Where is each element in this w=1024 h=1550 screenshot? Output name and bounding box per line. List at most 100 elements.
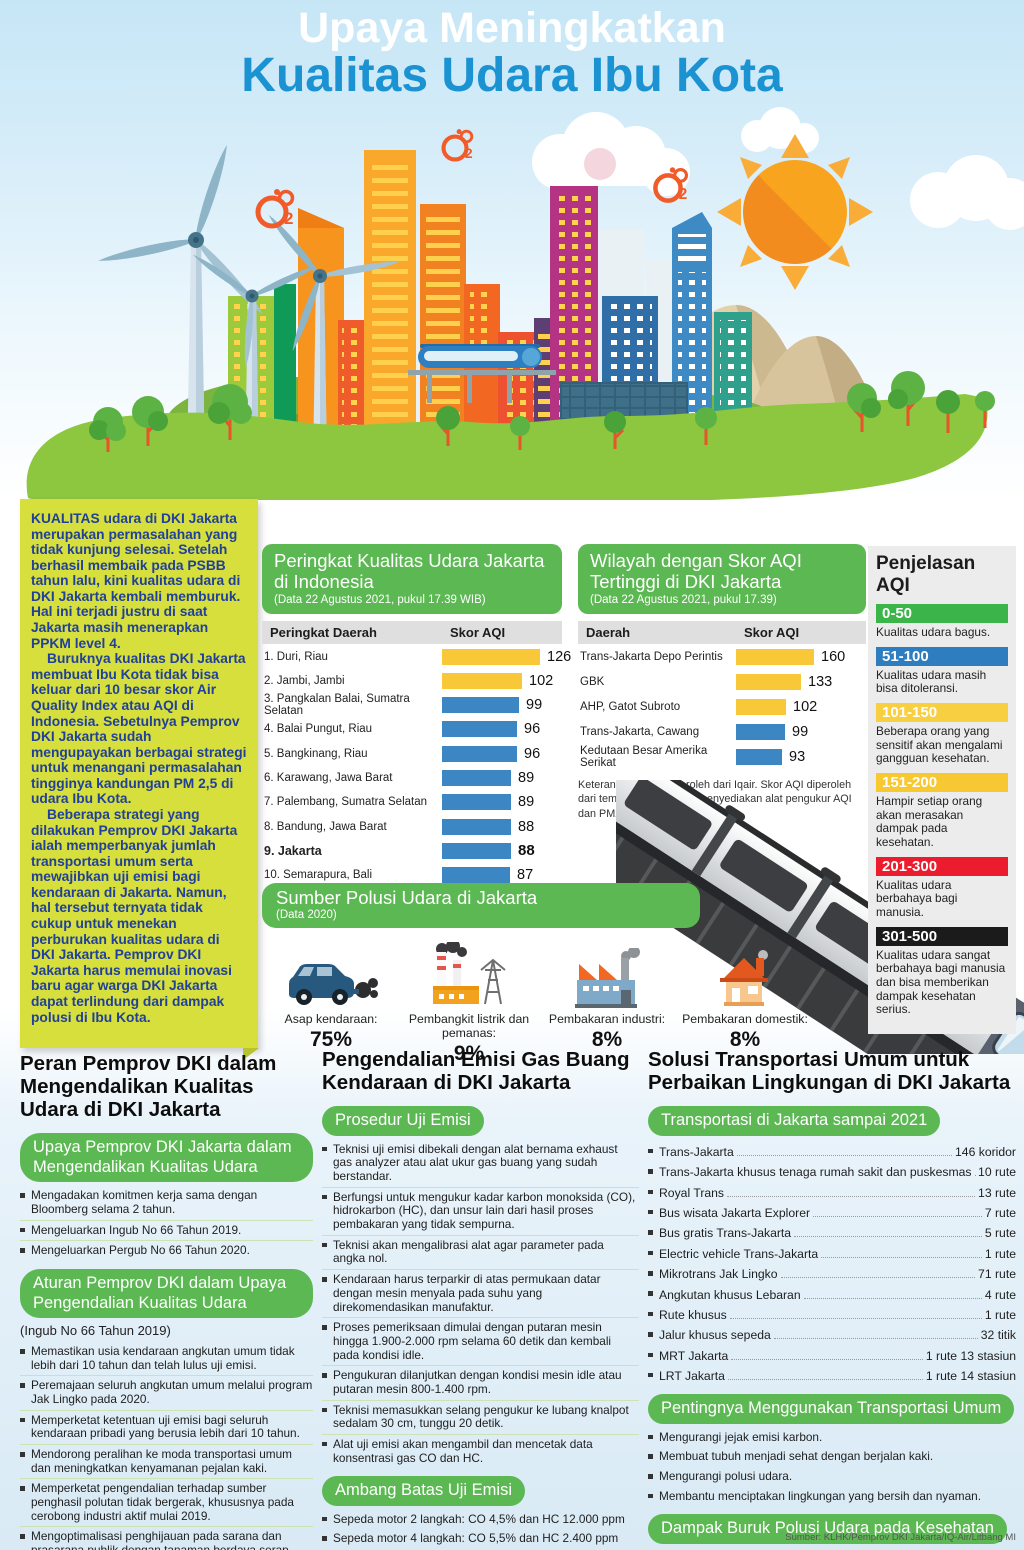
chart-subtitle: (Data 22 Agustus 2021, pukul 17.39)	[590, 594, 777, 607]
chart-subtitle: (Data 22 Agustus 2021, pukul 17.39 WIB)	[274, 594, 486, 607]
chart-row: 3. Pangkalan Balai, Sumatra Selatan 99	[264, 693, 543, 718]
aqi-bar	[442, 697, 519, 714]
dotted-leader	[821, 1256, 982, 1258]
intro-paragraph: Beberapa strategi yang dilakukan Pemprov…	[31, 806, 238, 1025]
section-title: Ambang Batas Uji Emisi	[322, 1476, 525, 1506]
chart-row: 1. Duri, Riau 126	[264, 648, 572, 665]
chart-row: 5. Bangkinang, Riau 96	[264, 745, 541, 762]
sun-icon	[717, 134, 873, 290]
factory-icon	[575, 948, 640, 1008]
dotted-leader	[803, 1297, 982, 1299]
aqi-bar	[442, 770, 511, 787]
power-plant-icon	[433, 942, 506, 1005]
section-subtitle: (Ingub No 66 Tahun 2019)	[20, 1323, 171, 1339]
chart-row: 10. Semarapura, Bali 87	[264, 867, 534, 884]
column-score: Skor AQI	[744, 625, 800, 641]
ground	[26, 394, 988, 500]
list-item: Memperketat ketentuan uji emisi bagi sel…	[20, 1411, 313, 1446]
aqi-bar	[442, 721, 517, 738]
chart-title: Peringkat Kualitas Udara Jakarta di Indo…	[274, 550, 545, 592]
dotted-leader	[780, 1277, 976, 1279]
o2-icon: 2	[653, 167, 689, 203]
chart-row: 4. Balai Pungut, Riau 96	[264, 721, 541, 738]
legend-desc: Kualitas udara masih bisa ditoleransi.	[876, 667, 987, 696]
pollution-item-domestic: Pembakaran domestik: 8%	[676, 936, 814, 1066]
bullet-list: Sepeda motor 2 langkah: CO 4,5% dan HC 1…	[322, 1510, 639, 1550]
legend-range: 0-50	[876, 604, 1008, 623]
list-item: Mengurangi polusi udara.	[648, 1467, 1016, 1487]
dotted-leader	[773, 1338, 978, 1340]
list-item: Proses pemeriksaan dimulai dengan putara…	[322, 1318, 639, 1367]
pollution-subtitle: (Data 2020)	[276, 909, 337, 921]
aqi-bar	[736, 648, 814, 665]
bullet-list: Mengadakan komitmen kerja sama dengan Bl…	[20, 1186, 313, 1261]
aqi-bar	[736, 723, 785, 740]
dotted-leader	[974, 1175, 976, 1177]
transport-row: LRT Jakarta 1 rute 14 stasiun	[648, 1366, 1016, 1386]
chart-aqi-dki: Wilayah dengan Skor AQI Tertinggi di DKI…	[578, 544, 866, 821]
list-item: Peremajaan seluruh angkutan umum melalui…	[20, 1376, 313, 1411]
title-line1: Upaya Meningkatkan	[298, 4, 726, 52]
list-item: Memperketat pengendalian terhadap sumber…	[20, 1479, 313, 1528]
legend-desc: Hampir setiap orang akan merasakan dampa…	[876, 794, 983, 850]
car-icon	[289, 964, 378, 1005]
chart-row: GBK 133	[580, 673, 833, 690]
transport-row: Mikrotrans Jak Lingko 71 rute	[648, 1264, 1016, 1284]
transport-row: MRT Jakarta 1 rute 13 stasiun	[648, 1346, 1016, 1366]
list-item: Membuat tubuh menjadi sehat dengan berja…	[648, 1447, 1016, 1467]
cityscape-illustration: 2 2 2	[26, 107, 1024, 500]
section-title: Transportasi di Jakarta sampai 2021	[648, 1106, 941, 1136]
svg-text:2: 2	[284, 209, 293, 228]
legend-range: 51-100	[876, 646, 1008, 666]
legend-desc: Kualitas udara berbahaya bagi manusia.	[876, 877, 958, 920]
list-item: Mengeluarkan Pergub No 66 Tahun 2020.	[20, 1241, 313, 1261]
list-item: Alat uji emisi akan mengambil dan mencet…	[322, 1435, 639, 1468]
dotted-leader	[727, 1195, 976, 1197]
pollution-item-vehicle: Asap kendaraan: 75%	[262, 936, 400, 1066]
aqi-bar	[442, 842, 511, 859]
intro-box: KUALITAS udara di DKI Jakarta merupakan …	[20, 499, 259, 1060]
pollution-title: Sumber Polusi Udara di Jakarta	[276, 887, 538, 908]
wind-turbine-icon	[97, 143, 267, 465]
aqi-bar	[442, 745, 517, 762]
transport-row: Jalur khusus sepeda 32 titik	[648, 1325, 1016, 1345]
aqi-bar	[442, 794, 511, 811]
chart-row: 7. Palembang, Sumatra Selatan 89	[264, 794, 535, 811]
table-header: Daerah Skor AQI	[578, 621, 866, 645]
transport-row: Bus gratis Trans-Jakarta 5 rute	[648, 1223, 1016, 1243]
column-region: Daerah	[586, 625, 631, 641]
transport-row: Trans-Jakarta 146 koridor	[648, 1142, 1016, 1162]
aqi-bar	[442, 867, 510, 884]
chart-header: Peringkat Kualitas Udara Jakarta di Indo…	[262, 544, 562, 615]
intro-paragraph: KUALITAS udara di DKI Jakarta merupakan …	[31, 511, 241, 651]
tree-icon	[89, 371, 995, 441]
list-item: Teknisi uji emisi dibekali dengan alat b…	[322, 1140, 639, 1188]
chart-row: 2. Jambi, Jambi 102	[264, 672, 554, 689]
chart-row: AHP, Gatot Subroto 102	[580, 698, 818, 715]
legend-desc: Kualitas udara sangat berbahaya bagi man…	[876, 947, 1006, 1017]
pollution-sources: Sumber Polusi Udara di Jakarta (Data 202…	[262, 883, 822, 1066]
section-title: Dampak Buruk Polusi Udara pada Kesehatan	[648, 1514, 1007, 1544]
dotted-leader	[794, 1236, 982, 1238]
chart-row-jakarta: 9. Jakarta 88	[264, 842, 535, 860]
title-line2: Kualitas Udara Ibu Kota	[241, 48, 783, 102]
legend-title: Penjelasan AQI	[876, 553, 976, 596]
house-icon	[720, 950, 768, 1006]
page-title: Upaya Meningkatkan Kualitas Udara Ibu Ko…	[0, 6, 1024, 101]
chart-ranking-indonesia: Peringkat Kualitas Udara Jakarta di Indo…	[262, 544, 572, 887]
svg-text:2: 2	[465, 145, 473, 161]
list-item: Teknisi akan mengalibrasi alat agar para…	[322, 1236, 639, 1271]
list-item: Teknisi memasukkan selang pengukur ke lu…	[322, 1401, 639, 1435]
svg-text:2: 2	[679, 186, 688, 203]
list-item: Kendaraan harus terparkir di atas permuk…	[322, 1270, 639, 1319]
list-item: Sepeda motor 4 langkah: CO 5,5% dan HC 2…	[322, 1529, 639, 1549]
column-peran-pemprov: Peran Pemprov DKI dalam Mengendalikan Ku…	[20, 1052, 313, 1550]
chart-row: 8. Bandung, Jawa Barat 88	[264, 818, 535, 835]
list-item: Membantu menciptakan lingkungan yang ber…	[648, 1487, 1016, 1507]
aqi-bar	[442, 672, 522, 689]
list-item: Mengeluarkan Ingub No 66 Tahun 2019.	[20, 1221, 313, 1242]
section-title: Prosedur Uji Emisi	[322, 1106, 484, 1136]
list-item: Mengadakan komitmen kerja sama dengan Bl…	[20, 1186, 313, 1221]
aqi-bar	[442, 648, 540, 665]
transport-row: Electric vehicle Trans-Jakarta 1 rute	[648, 1244, 1016, 1264]
